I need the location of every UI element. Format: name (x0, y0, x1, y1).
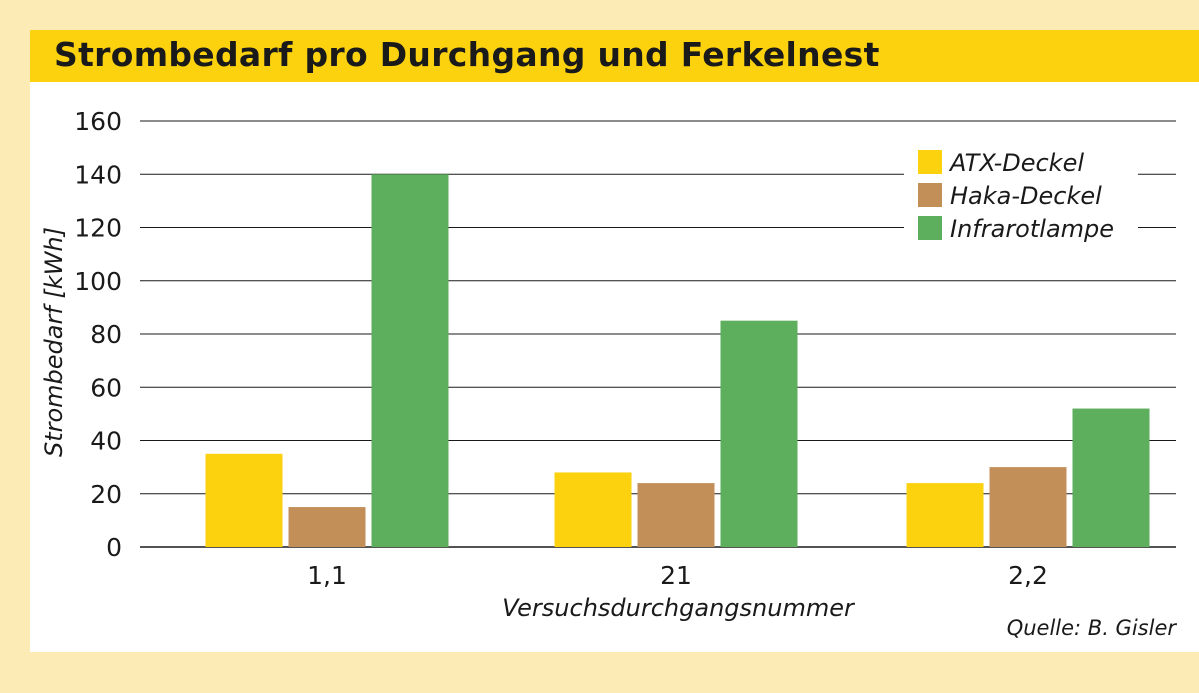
title-bar: Strombedarf pro Durchgang und Ferkelnest (30, 30, 1199, 82)
legend: ATX-Deckel Haka-Deckel Infrarotlampe (904, 140, 1138, 252)
bar-infrarotlampe-1 (371, 174, 449, 547)
y-tick-labels: 0 20 40 60 80 100 120 140 160 (74, 107, 122, 562)
y-tick-label: 0 (106, 533, 122, 562)
legend-label-infrarotlampe: Infrarotlampe (950, 215, 1114, 243)
y-tick-label: 120 (74, 214, 122, 243)
y-tick-label: 60 (90, 373, 122, 402)
y-tick-label: 160 (74, 107, 122, 136)
source-credit: Quelle: B. Gisler (1007, 616, 1178, 640)
bar-atx-deckel-2 (554, 472, 632, 547)
legend-swatch-haka-deckel (918, 183, 942, 207)
bar-infrarotlampe-3 (1072, 408, 1150, 547)
bar-infrarotlampe-2 (720, 320, 798, 547)
legend-label-haka-deckel: Haka-Deckel (950, 182, 1102, 210)
chart-title: Strombedarf pro Durchgang und Ferkelnest (54, 35, 880, 74)
y-tick-label: 80 (90, 320, 122, 349)
bar-haka-deckel-1 (288, 507, 366, 547)
bar-atx-deckel-1 (205, 453, 283, 547)
y-tick-label: 140 (74, 160, 122, 189)
legend-swatch-infrarotlampe (918, 216, 942, 240)
bar-haka-deckel-2 (637, 483, 715, 547)
x-category-label: 2,2 (1008, 561, 1048, 590)
legend-background (904, 140, 1138, 252)
bar-haka-deckel-3 (989, 467, 1067, 547)
chart-panel: Strombedarf pro Durchgang und Ferkelnest (30, 30, 1199, 652)
bar-atx-deckel-3 (906, 483, 984, 547)
x-axis-title: Versuchsdurchgangsnummer (502, 594, 856, 622)
bars (205, 174, 1150, 547)
x-category-label: 21 (660, 561, 692, 590)
x-category-label: 1,1 (307, 561, 347, 590)
y-tick-label: 100 (74, 267, 122, 296)
y-tick-label: 20 (90, 480, 122, 509)
y-axis-title: Strombedarf [kWh] (40, 227, 68, 457)
x-category-labels: 1,1 21 2,2 (307, 561, 1048, 590)
y-tick-label: 40 (90, 427, 122, 456)
legend-swatch-atx-deckel (918, 150, 942, 174)
legend-label-atx-deckel: ATX-Deckel (948, 149, 1084, 177)
